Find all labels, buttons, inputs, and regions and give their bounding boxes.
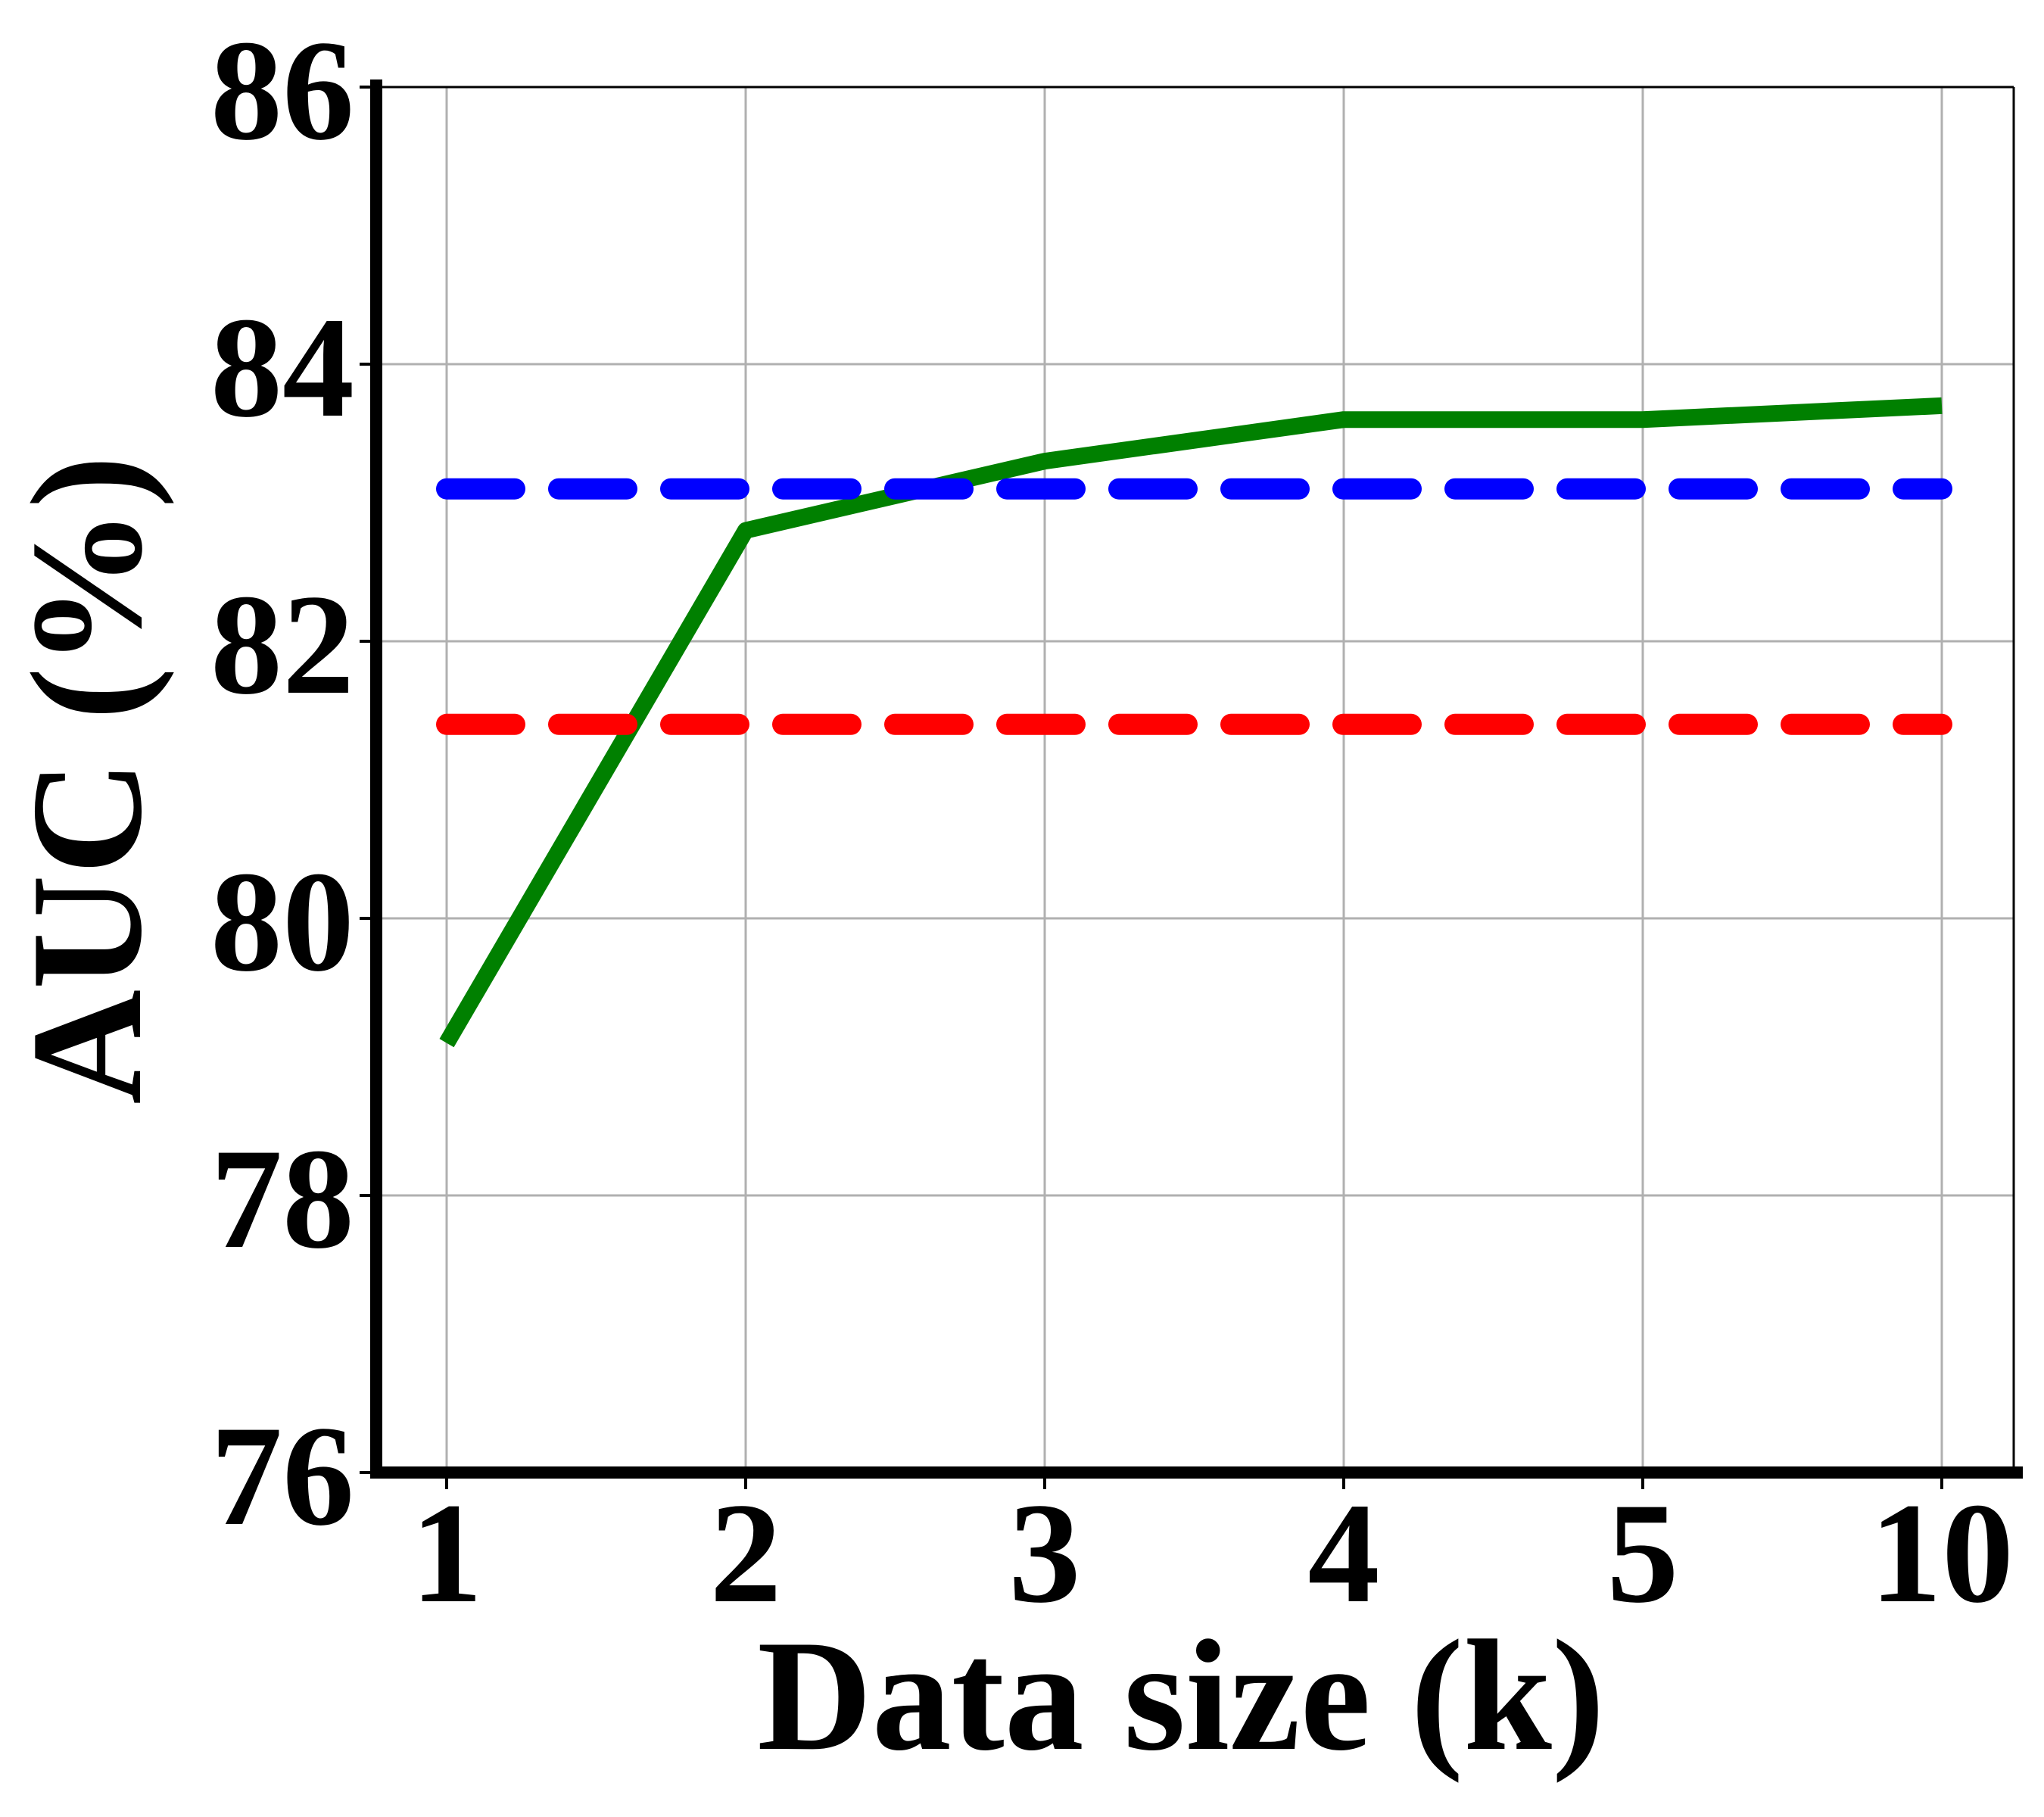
x-tick-label: 5: [1607, 1474, 1679, 1633]
solid-series-line: [439, 397, 1943, 1048]
x-axis-label: Data size (k): [757, 1608, 1605, 1784]
y-tick-label: 82: [210, 566, 354, 725]
plot-frame: [376, 86, 2015, 1473]
y-axis-label: AUC (%): [0, 455, 175, 1104]
x-tick-label: 4: [1308, 1474, 1380, 1633]
y-tick-label: 84: [210, 288, 354, 447]
y-tick-label: 86: [210, 11, 354, 170]
x-tick-label: 3: [1009, 1474, 1081, 1633]
x-tick-label: 1: [411, 1474, 483, 1633]
grid-lines: [376, 86, 2014, 1474]
y-tick-label: 76: [210, 1397, 354, 1556]
tick-labels: 76 78 80 82 84 86 1 2 3 4 5 10: [210, 11, 2014, 1633]
axes: [360, 79, 2023, 1489]
x-tick-label: 10: [1870, 1474, 2014, 1633]
y-tick-label: 78: [210, 1120, 354, 1279]
y-tick-label: 80: [210, 843, 354, 1002]
x-tick-label: 2: [710, 1474, 782, 1633]
series-lines: [436, 397, 1952, 1048]
